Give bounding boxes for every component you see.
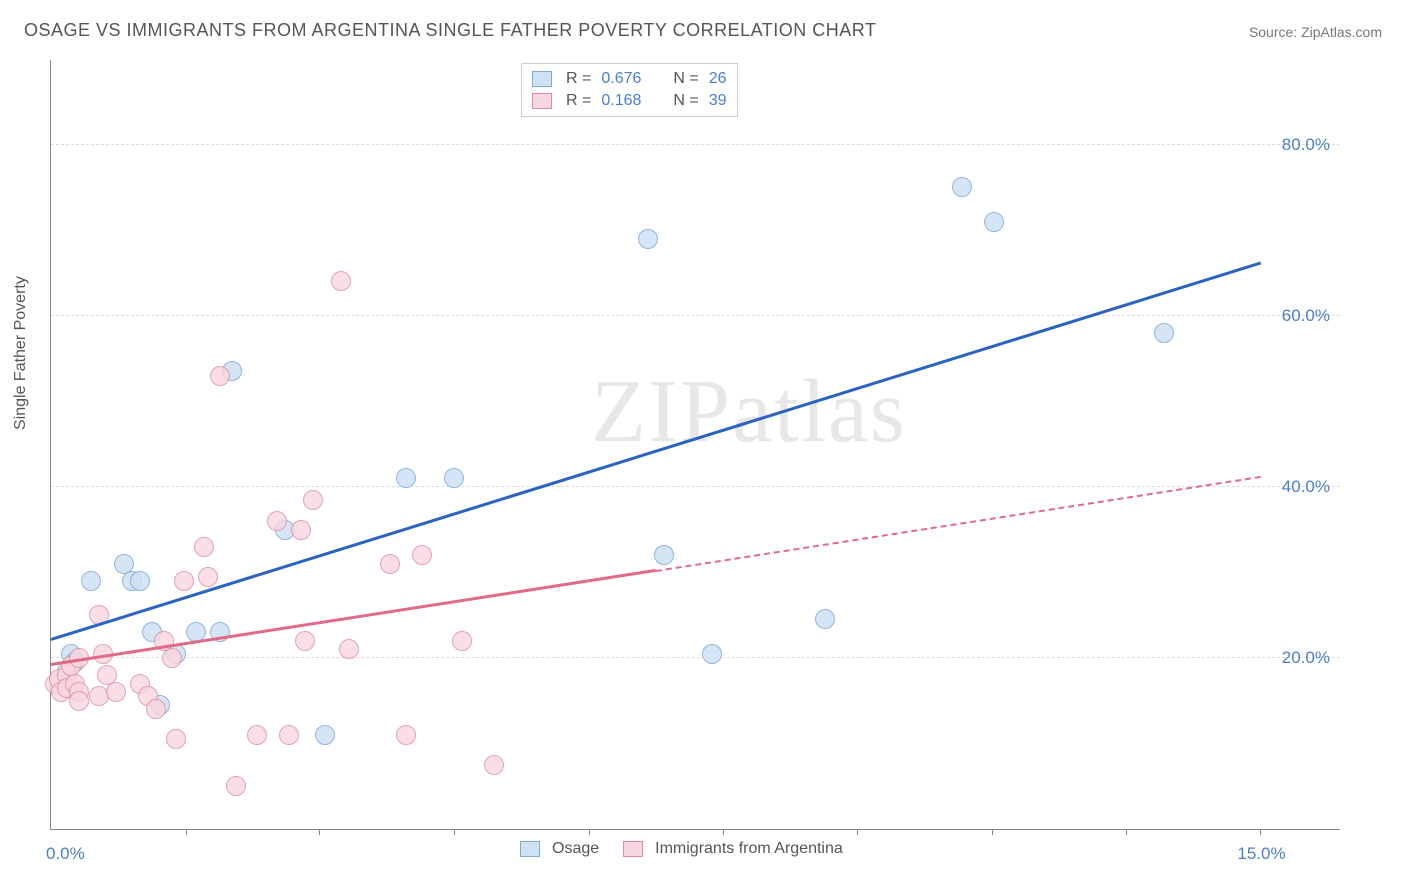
watermark-atlas: atlas	[732, 362, 907, 461]
legend-swatch	[520, 841, 540, 857]
watermark-zip: ZIP	[591, 362, 732, 461]
legend-r-value: 0.676	[601, 70, 641, 88]
x-tick	[992, 829, 993, 835]
gridline-horizontal	[51, 315, 1340, 316]
scatter-point	[702, 644, 722, 664]
legend-series: Osage Immigrants from Argentina	[520, 840, 843, 858]
watermark: ZIPatlas	[591, 360, 907, 463]
x-tick	[319, 829, 320, 835]
source-name: ZipAtlas.com	[1301, 24, 1382, 40]
scatter-point	[279, 725, 299, 745]
legend-row: R = 0.168 N = 39	[532, 90, 727, 112]
legend-n-value: 26	[709, 70, 727, 88]
trend-line	[656, 476, 1261, 572]
scatter-point	[174, 571, 194, 591]
x-tick	[723, 829, 724, 835]
y-tick-label: 40.0%	[1282, 477, 1330, 497]
plot-area: ZIPatlas R = 0.676N = 26R = 0.168N = 39 …	[50, 60, 1340, 830]
scatter-point	[331, 271, 351, 291]
x-tick	[857, 829, 858, 835]
legend-swatch	[623, 841, 643, 857]
scatter-point	[106, 682, 126, 702]
scatter-point	[291, 520, 311, 540]
scatter-point	[315, 725, 335, 745]
source-attribution: Source: ZipAtlas.com	[1249, 24, 1382, 40]
scatter-point	[194, 537, 214, 557]
legend-r-value: 0.168	[601, 92, 641, 110]
legend-n-label: N =	[673, 92, 698, 110]
legend-n-value: 39	[709, 92, 727, 110]
scatter-point	[198, 567, 218, 587]
scatter-point	[226, 776, 246, 796]
scatter-point	[396, 725, 416, 745]
legend-n-label: N =	[673, 70, 698, 88]
scatter-point	[984, 212, 1004, 232]
scatter-point	[1154, 323, 1174, 343]
legend-series-name: Immigrants from Argentina	[655, 840, 843, 858]
y-tick-label: 60.0%	[1282, 306, 1330, 326]
scatter-point	[69, 691, 89, 711]
legend-series-item: Osage	[520, 840, 599, 858]
scatter-point	[815, 609, 835, 629]
scatter-point	[130, 571, 150, 591]
x-axis-max-label: 15.0%	[1237, 844, 1285, 864]
scatter-point	[952, 177, 972, 197]
chart-frame: OSAGE VS IMMIGRANTS FROM ARGENTINA SINGL…	[0, 0, 1406, 892]
legend-r-label: R =	[566, 92, 591, 110]
x-tick	[454, 829, 455, 835]
scatter-point	[247, 725, 267, 745]
gridline-horizontal	[51, 657, 1340, 658]
scatter-point	[396, 468, 416, 488]
scatter-point	[484, 755, 504, 775]
legend-r-label: R =	[566, 70, 591, 88]
scatter-point	[654, 545, 674, 565]
scatter-point	[452, 631, 472, 651]
legend-series-item: Immigrants from Argentina	[623, 840, 843, 858]
scatter-point	[210, 366, 230, 386]
x-tick	[1260, 829, 1261, 835]
x-axis-min-label: 0.0%	[46, 844, 85, 864]
scatter-point	[295, 631, 315, 651]
scatter-point	[412, 545, 432, 565]
scatter-point	[166, 729, 186, 749]
scatter-point	[146, 699, 166, 719]
x-tick	[589, 829, 590, 835]
y-tick-label: 20.0%	[1282, 648, 1330, 668]
scatter-point	[380, 554, 400, 574]
gridline-horizontal	[51, 144, 1340, 145]
x-tick	[186, 829, 187, 835]
scatter-point	[444, 468, 464, 488]
scatter-point	[267, 511, 287, 531]
scatter-point	[638, 229, 658, 249]
scatter-point	[81, 571, 101, 591]
legend-row: R = 0.676 N = 26	[532, 68, 727, 90]
legend-swatch	[532, 93, 552, 109]
trend-line	[51, 261, 1261, 640]
source-label: Source:	[1249, 24, 1301, 40]
y-axis-label: Single Father Poverty	[12, 276, 30, 430]
legend-swatch	[532, 71, 552, 87]
x-tick	[1126, 829, 1127, 835]
chart-title: OSAGE VS IMMIGRANTS FROM ARGENTINA SINGL…	[24, 20, 876, 41]
legend-series-name: Osage	[552, 840, 599, 858]
legend-correlation-box: R = 0.676 N = 26 R = 0.168 N = 39	[521, 63, 738, 117]
y-tick-label: 80.0%	[1282, 135, 1330, 155]
scatter-point	[162, 648, 182, 668]
scatter-point	[303, 490, 323, 510]
scatter-point	[339, 639, 359, 659]
gridline-horizontal	[51, 486, 1340, 487]
